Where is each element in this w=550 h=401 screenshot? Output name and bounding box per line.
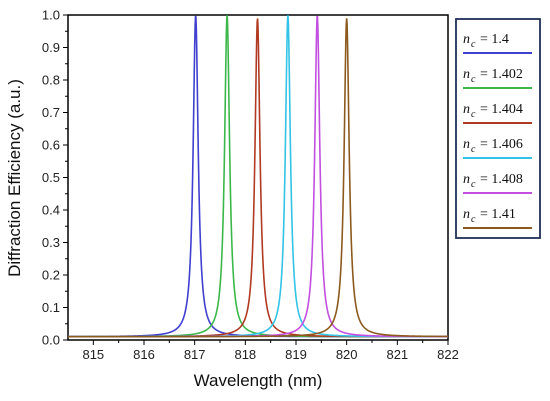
x-tick-label: 818 <box>234 347 256 362</box>
legend-symbol: n <box>463 32 470 47</box>
x-tick-label: 816 <box>133 347 155 362</box>
legend-subscript: c <box>471 214 476 225</box>
legend-value: = 1.4 <box>480 32 509 47</box>
legend-symbol: n <box>463 207 470 222</box>
y-tick-label: 0.3 <box>42 235 60 250</box>
legend-subscript: c <box>471 74 476 85</box>
x-axis-ticks: 815 816 817 818 819 820 821 822 <box>82 340 459 362</box>
legend-value: = 1.404 <box>480 102 523 117</box>
x-axis-label: Wavelength (nm) <box>194 371 323 390</box>
y-tick-label: 0.1 <box>42 300 60 315</box>
legend-subscript: c <box>471 144 476 155</box>
y-tick-label: 0.7 <box>42 105 60 120</box>
y-tick-label: 0.6 <box>42 138 60 153</box>
y-axis-label: Diffraction Efficiency (a.u.) <box>5 79 24 277</box>
x-tick-label: 820 <box>336 347 358 362</box>
legend-value: = 1.408 <box>480 172 523 187</box>
legend-symbol: n <box>463 67 470 82</box>
x-tick-label: 819 <box>285 347 307 362</box>
legend-symbol: n <box>463 102 470 117</box>
legend-subscript: c <box>471 109 476 120</box>
series-line-3 <box>68 18 448 338</box>
x-tick-label: 815 <box>82 347 104 362</box>
y-tick-label: 0.0 <box>42 333 60 348</box>
x-tick-label: 817 <box>184 347 206 362</box>
plot-area: 815 816 817 818 819 820 821 822 0.0 0.1 0.2 0.3 0.4… <box>42 8 459 363</box>
series-lines <box>68 15 448 338</box>
legend-symbol: n <box>463 172 470 187</box>
y-axis-ticks: 0.0 0.1 0.2 0.3 0.4 0.5 0.6 0.7 0.8 0.9 1.0 <box>42 8 68 348</box>
legend-box <box>455 18 541 239</box>
x-tick-label: 822 <box>437 347 459 362</box>
legend-subscript: c <box>471 179 476 190</box>
legend-subscript: c <box>471 39 476 50</box>
series-line-6 <box>68 18 448 338</box>
y-tick-label: 0.2 <box>42 268 60 283</box>
y-tick-label: 0.8 <box>42 73 60 88</box>
y-tick-label: 0.4 <box>42 203 60 218</box>
x-tick-label: 821 <box>386 347 408 362</box>
legend-symbol: n <box>463 137 470 152</box>
legend-value: = 1.406 <box>480 137 523 152</box>
legend-value: = 1.41 <box>480 207 516 222</box>
y-tick-label: 0.5 <box>42 170 60 185</box>
y-tick-label: 0.9 <box>42 40 60 55</box>
legend-value: = 1.402 <box>480 67 523 82</box>
y-tick-label: 1.0 <box>42 8 60 23</box>
